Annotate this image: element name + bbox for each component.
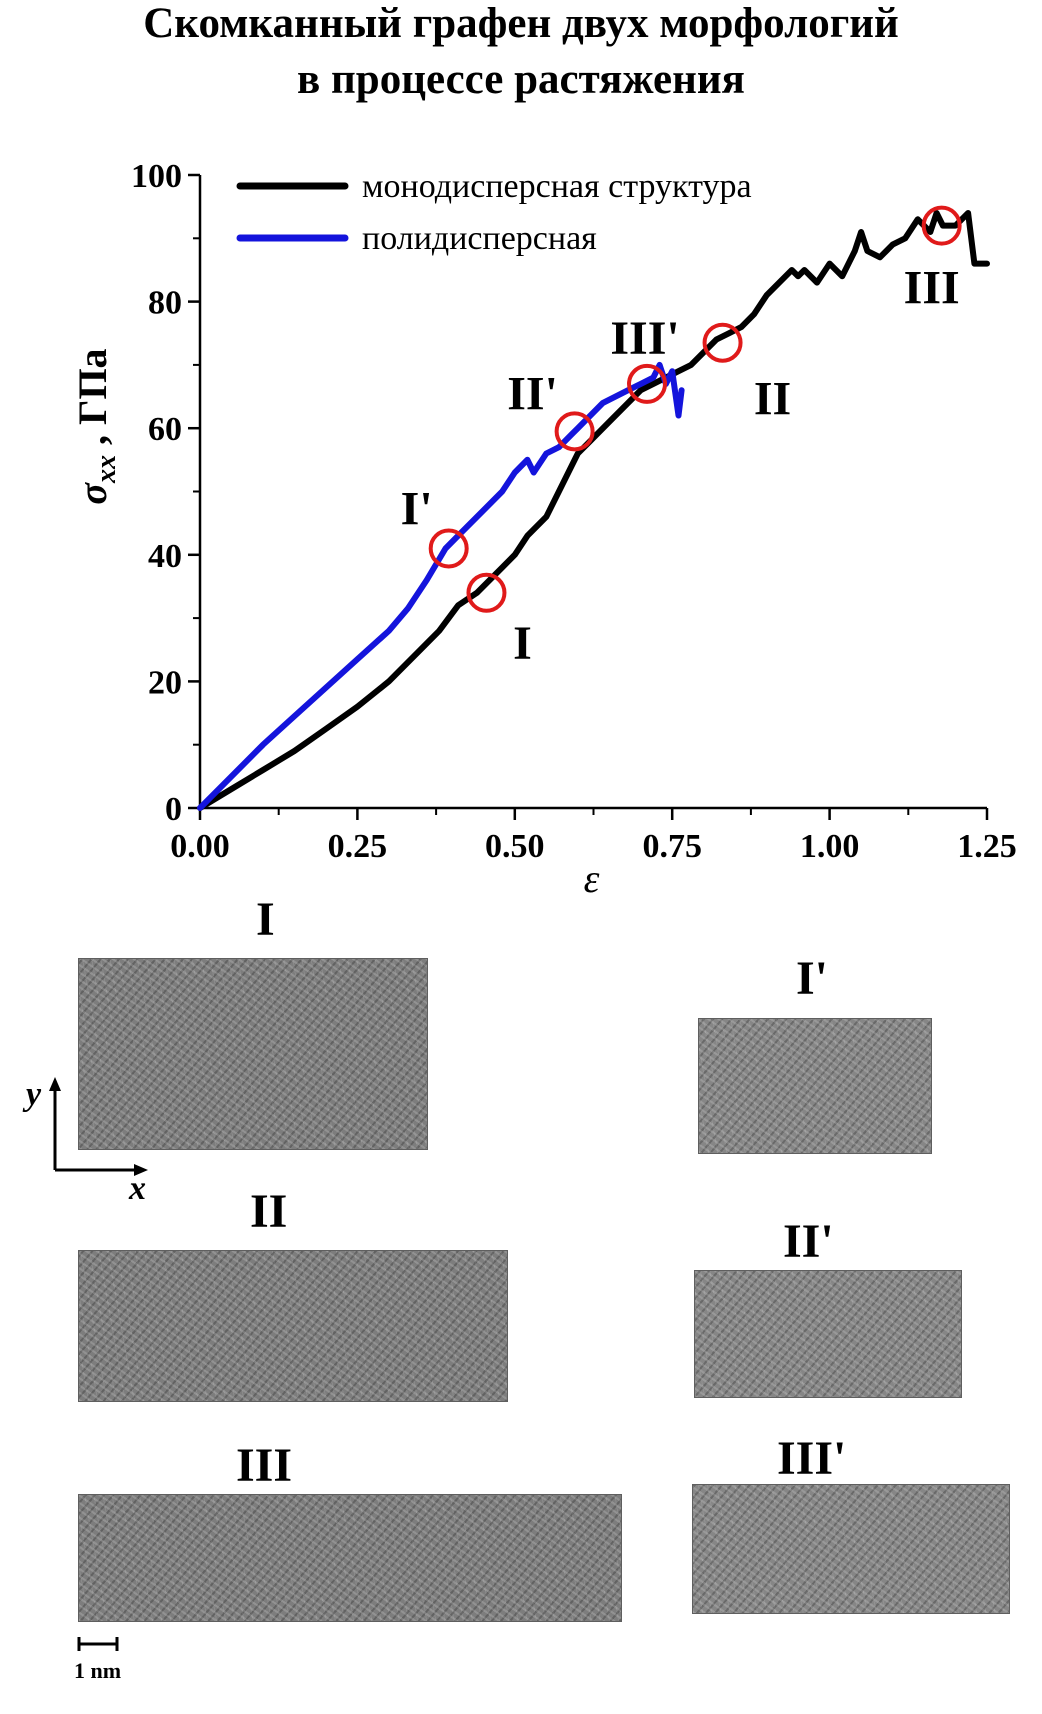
- y-axis-letter: y: [26, 1076, 42, 1113]
- panel-label-I-prime: I': [796, 952, 829, 1005]
- legend-label-1: полидисперсная: [362, 220, 597, 257]
- panel-label-II-prime: II': [783, 1215, 834, 1268]
- y-tick-label: 0: [165, 791, 182, 828]
- x-tick-label: 0.75: [642, 828, 702, 865]
- series-line-monodisperse: [197, 210, 990, 811]
- marker-label-0: I: [513, 617, 532, 670]
- x-tick-label: 1.00: [800, 828, 860, 865]
- x-axis-letter: x: [129, 1170, 146, 1207]
- marker-label-2: II: [754, 373, 791, 426]
- structure-image-III: [78, 1494, 622, 1622]
- marker-label-4: III: [904, 262, 960, 315]
- y-tick-label: 80: [148, 285, 182, 322]
- structure-image-III-prime: [692, 1484, 1010, 1614]
- y-axis-label: σxx , ГПа: [70, 348, 122, 504]
- marker-circle-5: [627, 363, 668, 404]
- marker-circle-3: [554, 411, 595, 452]
- marker-circle-4: [921, 205, 962, 246]
- scale-bar: [77, 1637, 119, 1651]
- marker-circle-1: [428, 528, 469, 569]
- panel-label-II: II: [250, 1185, 288, 1238]
- legend-label-0: монодисперсная структура: [362, 168, 752, 205]
- x-tick-label: 1.25: [957, 828, 1017, 865]
- marker-label-1: I': [401, 482, 433, 535]
- marker-circle-2: [702, 322, 743, 363]
- marker-label-3: II': [507, 367, 558, 420]
- xy-axes-indicator: [49, 1077, 148, 1176]
- series-line-polydisperse: [197, 361, 685, 811]
- panel-label-III-prime: III': [777, 1432, 847, 1485]
- stress-strain-chart: 0.00 0.25 0.50 0.75 1.00 1.25 0 20 40 60 80 100 ε σxx…: [70, 158, 1017, 900]
- x-tick-label: 0.25: [328, 828, 388, 865]
- y-tick-label: 40: [148, 538, 182, 575]
- x-tick-label: 0.00: [170, 828, 230, 865]
- y-tick-label: 100: [131, 158, 182, 195]
- x-tick-label: 0.50: [485, 828, 545, 865]
- structure-image-I: [78, 958, 428, 1150]
- figure-title-line1: Скомканный графен двух морфологий: [143, 0, 899, 47]
- structure-image-II-prime: [694, 1270, 962, 1398]
- x-axis-label: ε: [584, 856, 600, 900]
- figure-title-line2: в процессе растяжения: [297, 56, 745, 103]
- structure-image-II: [78, 1250, 508, 1402]
- panel-label-I: I: [256, 893, 275, 946]
- y-tick-label: 20: [148, 664, 182, 701]
- marker-circle-0: [466, 572, 507, 613]
- scale-bar-label: 1 nm: [74, 1658, 122, 1683]
- panel-label-III: III: [236, 1439, 293, 1492]
- structure-image-I-prime: [698, 1018, 932, 1154]
- y-tick-label: 60: [148, 411, 182, 448]
- marker-label-5: III': [610, 312, 679, 365]
